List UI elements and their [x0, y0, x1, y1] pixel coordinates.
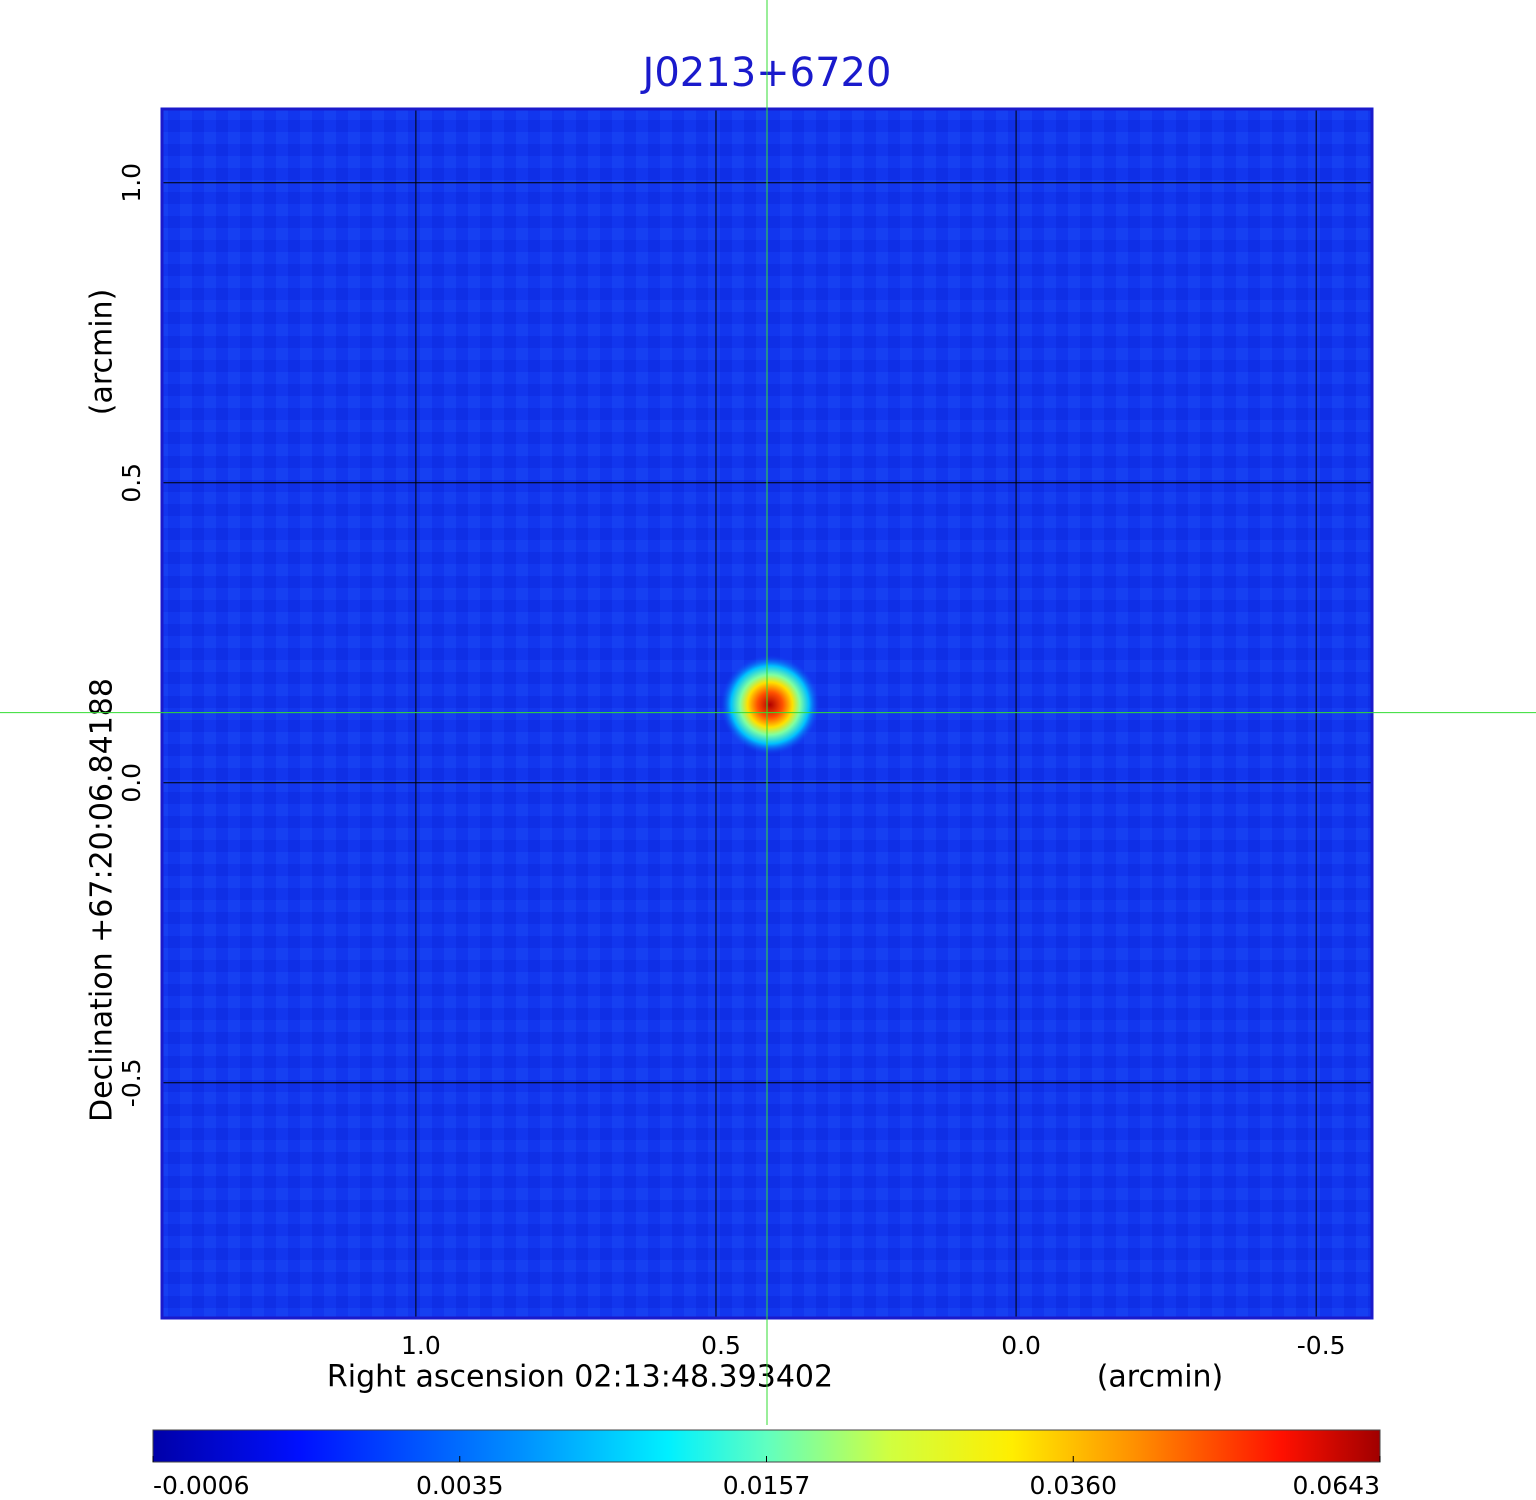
x-axis-unit: (arcmin)	[1097, 1360, 1224, 1395]
y-tick-label: 0.0	[117, 763, 146, 803]
y-tick-label: 0.5	[117, 463, 146, 503]
colorbar-tick-label: 0.0035	[416, 1471, 503, 1500]
chart-title: J0213+6720	[640, 50, 892, 96]
x-tick-label: 0.0	[1001, 1331, 1041, 1360]
y-tick-label: 1.0	[117, 163, 146, 203]
colorbar-tick-label: -0.0006	[153, 1471, 250, 1500]
x-tick-label: -0.5	[1297, 1331, 1346, 1360]
y-axis-unit: (arcmin)	[85, 289, 120, 416]
colorbar-tick-label: 0.0360	[1030, 1471, 1117, 1500]
colorbar-tick-label: 0.0157	[723, 1471, 810, 1500]
x-tick-label: 0.5	[701, 1331, 741, 1360]
x-axis-label: Right ascension 02:13:48.393402	[327, 1360, 833, 1395]
x-tick-label: 1.0	[401, 1331, 441, 1360]
y-tick-label: -0.5	[117, 1058, 146, 1107]
colorbar-tick-label: 0.0643	[1293, 1471, 1380, 1500]
source	[720, 654, 821, 755]
y-axis-label: Declination +67:20:06.84188	[85, 678, 120, 1122]
